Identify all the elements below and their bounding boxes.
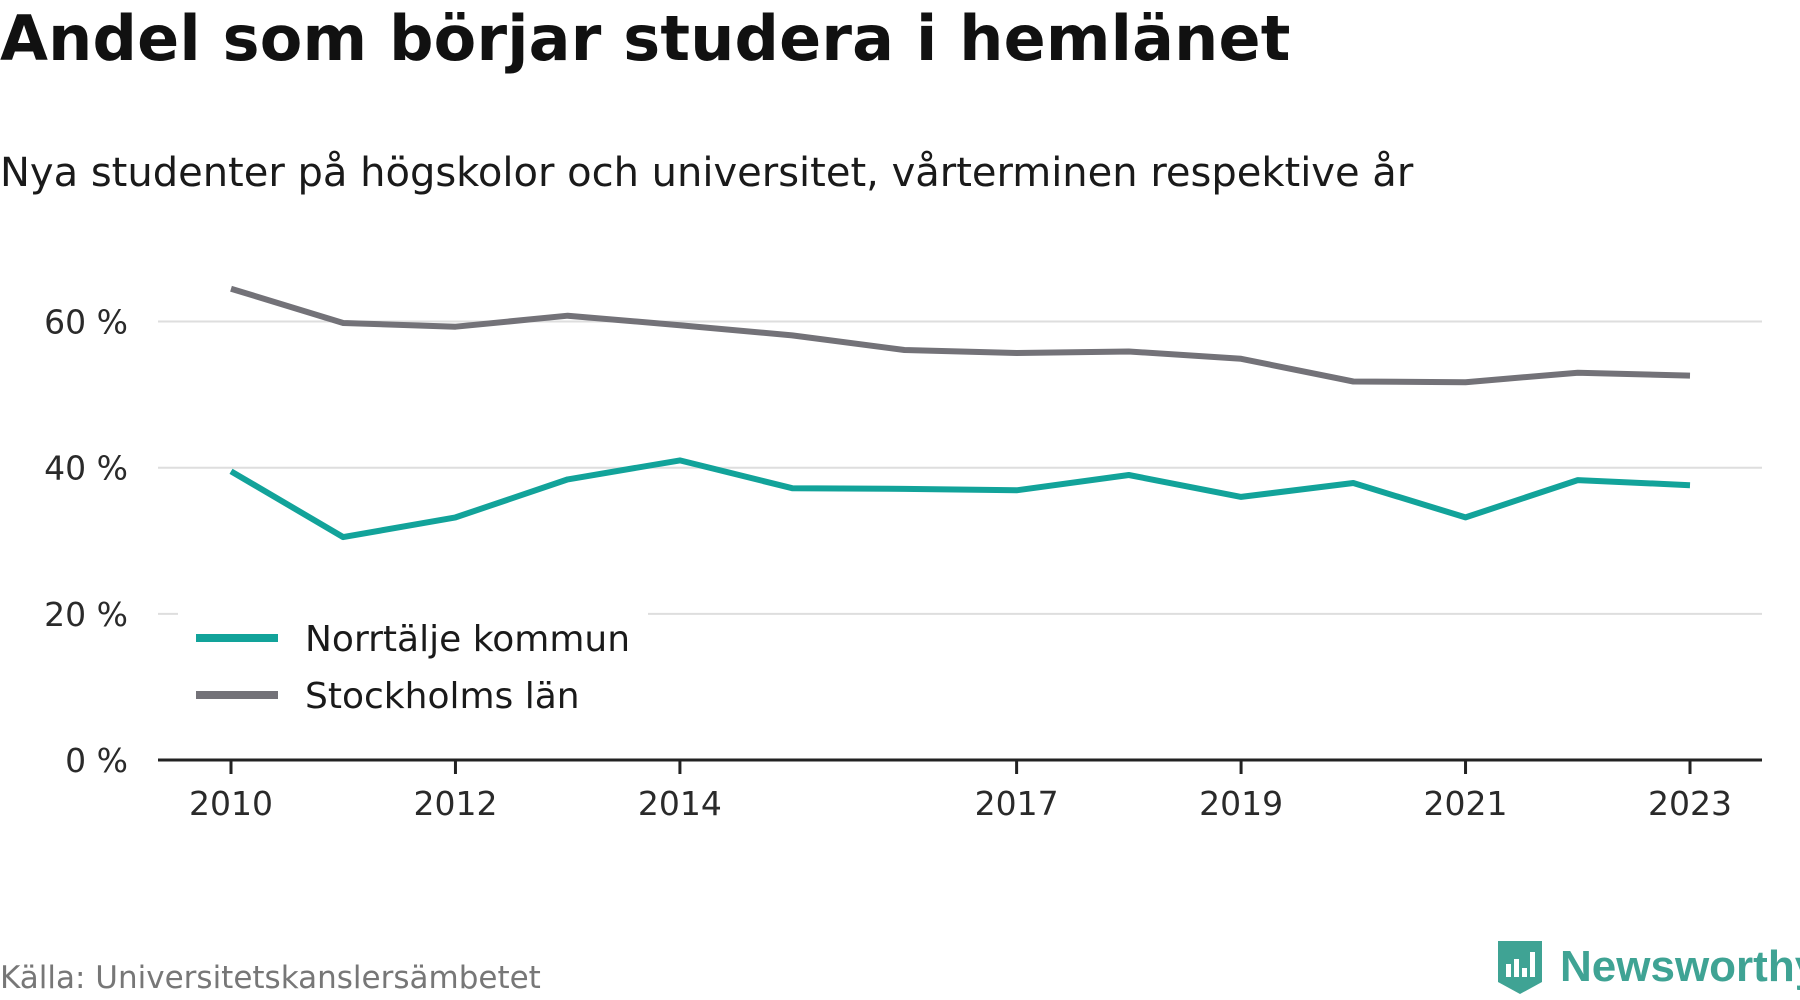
x-tick-label: 2014 xyxy=(638,784,722,823)
legend-label: Stockholms län xyxy=(305,676,580,717)
line-chart: 0 % 20 % 40 % 60 % 2010 2012 2014 2017 2019 2021 2… xyxy=(44,285,1762,823)
y-tick-label: 40 % xyxy=(44,449,128,488)
brand-name: Newsworthy xyxy=(1560,942,1800,991)
x-tick-label: 2021 xyxy=(1424,784,1508,823)
series-line-norrtalje xyxy=(229,457,1691,541)
y-tick-label: 20 % xyxy=(44,595,128,634)
brand-logo: Newsworthy xyxy=(1494,938,1800,996)
x-tick-label: 2012 xyxy=(413,784,497,823)
x-tick-label: 2017 xyxy=(975,784,1059,823)
series-line-stockholm xyxy=(230,285,1691,386)
legend-label: Norrtälje kommun xyxy=(305,619,630,660)
legend-box xyxy=(178,612,648,740)
chart-subtitle: Nya studenter på högskolor och universit… xyxy=(0,150,1414,196)
x-tick-label: 2023 xyxy=(1648,784,1732,823)
source-note: Källa: Universitetskanslersämbetet xyxy=(0,960,541,996)
y-tick-label: 60 % xyxy=(44,303,128,342)
y-tick-label: 0 % xyxy=(65,741,128,780)
x-tick-label: 2019 xyxy=(1199,784,1283,823)
chart-badge-icon xyxy=(1498,941,1542,994)
chart-title: Andel som börjar studera i hemlänet xyxy=(0,2,1291,75)
x-tick-label: 2010 xyxy=(189,784,273,823)
